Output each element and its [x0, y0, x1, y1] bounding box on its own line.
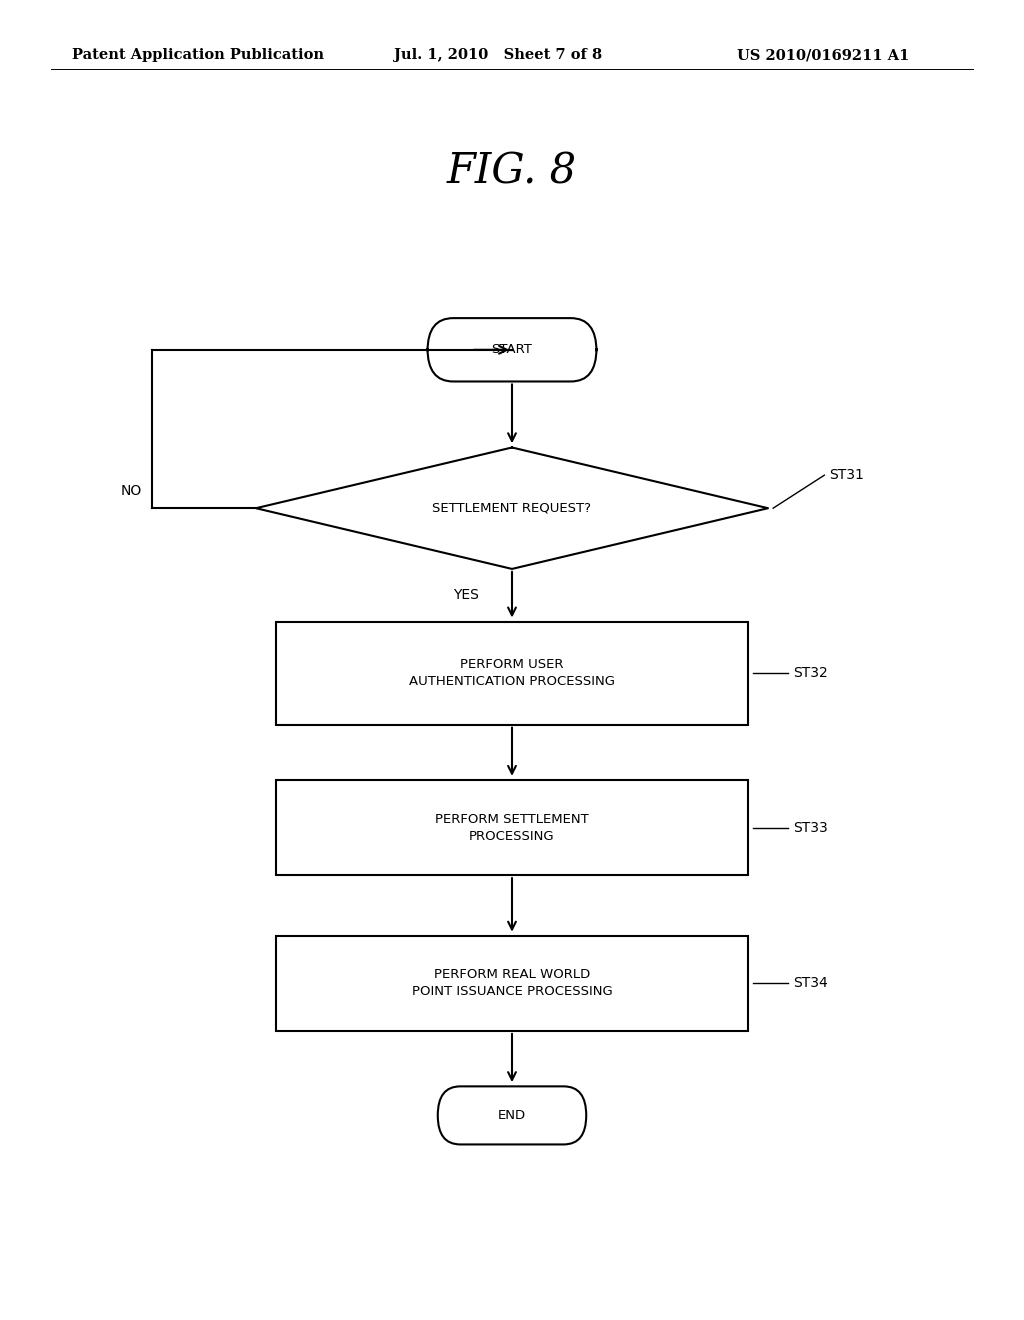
Text: ST32: ST32	[794, 667, 828, 680]
Text: START: START	[492, 343, 532, 356]
Bar	[276, 936, 748, 1031]
Text: PERFORM USER
AUTHENTICATION PROCESSING: PERFORM USER AUTHENTICATION PROCESSING	[409, 659, 615, 688]
Text: ST34: ST34	[794, 977, 828, 990]
Text: END: END	[498, 1109, 526, 1122]
Bar	[276, 780, 748, 875]
Text: FIG. 8: FIG. 8	[446, 150, 578, 193]
Text: ST31: ST31	[829, 469, 864, 482]
Text: SETTLEMENT REQUEST?: SETTLEMENT REQUEST?	[432, 502, 592, 515]
FancyBboxPatch shape	[428, 318, 596, 381]
Text: Jul. 1, 2010   Sheet 7 of 8: Jul. 1, 2010 Sheet 7 of 8	[394, 49, 602, 62]
Text: Patent Application Publication: Patent Application Publication	[72, 49, 324, 62]
Bar	[276, 622, 748, 725]
Text: ST33: ST33	[794, 821, 828, 834]
Text: PERFORM SETTLEMENT
PROCESSING: PERFORM SETTLEMENT PROCESSING	[435, 813, 589, 842]
Text: PERFORM REAL WORLD
POINT ISSUANCE PROCESSING: PERFORM REAL WORLD POINT ISSUANCE PROCES…	[412, 969, 612, 998]
Text: NO: NO	[121, 484, 142, 498]
Polygon shape	[256, 447, 768, 569]
Text: US 2010/0169211 A1: US 2010/0169211 A1	[737, 49, 909, 62]
FancyBboxPatch shape	[438, 1086, 586, 1144]
Text: YES: YES	[453, 587, 479, 602]
